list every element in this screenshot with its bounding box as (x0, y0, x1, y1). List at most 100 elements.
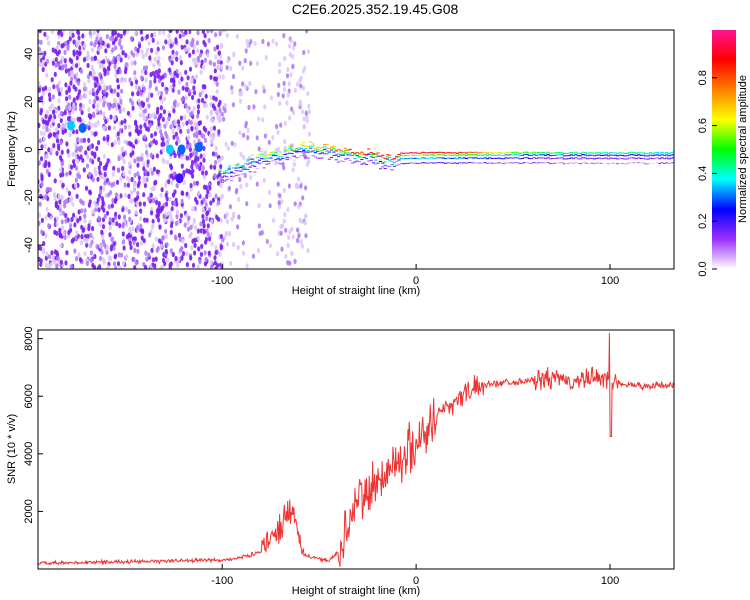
spectrogram-band-cell (374, 159, 378, 161)
spectrogram-band-cell (250, 158, 255, 160)
spectrogram-band-cell (243, 167, 248, 169)
spectrogram-noise-cell (221, 237, 225, 243)
spectrogram-noise-cell (128, 140, 132, 147)
spectrogram-noise-cell (267, 139, 271, 145)
spectrogram-noise-cell (38, 138, 42, 144)
spectrogram-noise-cell (59, 242, 63, 248)
spectrogram-noise-cell (76, 172, 80, 178)
spectrogram-band-cell (311, 143, 315, 145)
spectrogram-noise-cell (200, 59, 204, 65)
spectrogram-band-cell (304, 156, 308, 158)
spectrogram-noise-cell (38, 81, 41, 87)
spectrogram-noise-cell (65, 141, 69, 147)
spectrogram-noise-cell (161, 45, 165, 51)
spectrogram-noise-cell (214, 151, 218, 157)
spectrogram-noise-cell (299, 101, 303, 107)
spectrogram-band-cell (346, 154, 350, 156)
spectrogram-noise-cell (238, 176, 242, 183)
spectrogram-noise-cell (193, 242, 197, 248)
spectrogram-noise-cell (101, 234, 105, 240)
spectrogram-noise-cell (300, 218, 304, 224)
spectrogram-band-cell (530, 158, 534, 160)
spectrogram-band-cell (311, 145, 315, 147)
spectrogram-noise-cell (136, 242, 140, 248)
spectrogram-band-cell (506, 162, 511, 164)
spectrogram-noise-cell (219, 164, 223, 170)
spectrogram-noise-cell (54, 62, 58, 68)
spectrogram-noise-cell (85, 238, 89, 244)
spectrogram-band-cell (492, 154, 497, 156)
spectrogram-noise-cell (149, 140, 153, 146)
spectrogram-band-cell (595, 154, 599, 156)
spectrogram-noise-cell (40, 217, 45, 223)
spectrogram-noise-cell (300, 243, 304, 249)
spectrogram-noise-cell (123, 77, 127, 83)
spectrogram-noise-cell (38, 30, 42, 34)
spectrogram-noise-cell (107, 66, 111, 72)
spectrogram-noise-cell (184, 47, 188, 53)
spectrogram-noise-cell (140, 69, 144, 75)
spectrogram-noise-cell (117, 195, 121, 201)
spectrogram-band-cell (295, 147, 299, 149)
spectrogram-noise-cell (169, 43, 173, 49)
spectrogram-noise-cell (45, 109, 49, 115)
spectrogram-band-cell (513, 151, 517, 153)
spectrogram-noise-cell (185, 155, 189, 161)
spectrogram-noise-cell (122, 107, 126, 113)
spectrogram-band-cell (472, 162, 476, 164)
spectrogram-noise-cell (159, 243, 163, 249)
spectrogram-noise-cell (38, 212, 41, 218)
spectrogram-band-cell (313, 156, 317, 158)
spectrogram-noise-cell (214, 245, 218, 251)
spectrogram-band-cell (285, 159, 289, 161)
spectrogram-noise-cell (131, 105, 135, 111)
spectrogram-noise-cell (280, 199, 284, 205)
spectrogram-band-cell (288, 157, 292, 159)
spectrogram-band-cell (546, 157, 550, 159)
spectrogram-band-cell (672, 151, 674, 153)
spectrogram-noise-cell (155, 109, 160, 115)
spectrogram-band-cell (381, 154, 385, 156)
spectrogram-noise-cell (186, 108, 190, 114)
spectrogram-band-cell (248, 158, 252, 160)
spectrogram-band-cell (592, 163, 597, 165)
spectrogram-noise-cell (116, 131, 120, 137)
spectrogram-noise-cell (71, 237, 75, 243)
spectrogram-noise-cell (92, 30, 96, 36)
spectrogram-band-cell (430, 162, 434, 164)
spectrogram-band-cell (439, 154, 443, 156)
spectrogram-noise-cell (48, 96, 52, 102)
spectrogram-noise-cell (200, 243, 204, 249)
spectrogram-band-cell (267, 163, 271, 165)
spectrogram-band-cell (239, 170, 243, 172)
spectrogram-noise-cell (235, 33, 239, 40)
spectrogram-band-cell (569, 154, 573, 156)
spectrogram-noise-cell (105, 33, 109, 40)
spectrogram-noise-cell (87, 223, 91, 229)
spectrogram-noise-cell (242, 154, 246, 160)
spectrogram-noise-cell (201, 218, 206, 225)
spectrogram-noise-cell (74, 183, 78, 189)
spectrogram-band-cell (234, 167, 238, 169)
spectrogram-noise-cell (127, 177, 131, 183)
spectrogram-band-cell (611, 154, 615, 156)
spectrogram-noise-cell (136, 194, 140, 201)
spectrogram-noise-cell (189, 152, 193, 158)
spectrogram-noise-cell (110, 236, 114, 243)
spectrogram-band-cell (434, 152, 438, 153)
spectrogram-noise-cell (236, 224, 240, 230)
spectrogram-noise-cell (278, 61, 282, 67)
spectrogram-noise-cell (263, 104, 267, 110)
spectrogram-noise-cell (264, 55, 268, 61)
spectrogram-noise-cell (192, 105, 196, 111)
spectrogram-band-cell (630, 161, 634, 163)
spectrogram-noise-cell (117, 139, 121, 146)
spectrogram-noise-cell (268, 243, 272, 249)
spectrogram-band-cell (323, 146, 327, 148)
spectrogram-band-cell (441, 157, 445, 159)
spectrogram-noise-cell (78, 50, 82, 56)
spectrogram-noise-cell (307, 131, 311, 137)
spectrogram-noise-cell (145, 256, 149, 262)
spectrogram-noise-cell (68, 94, 72, 100)
spectrogram-noise-cell (56, 143, 61, 149)
